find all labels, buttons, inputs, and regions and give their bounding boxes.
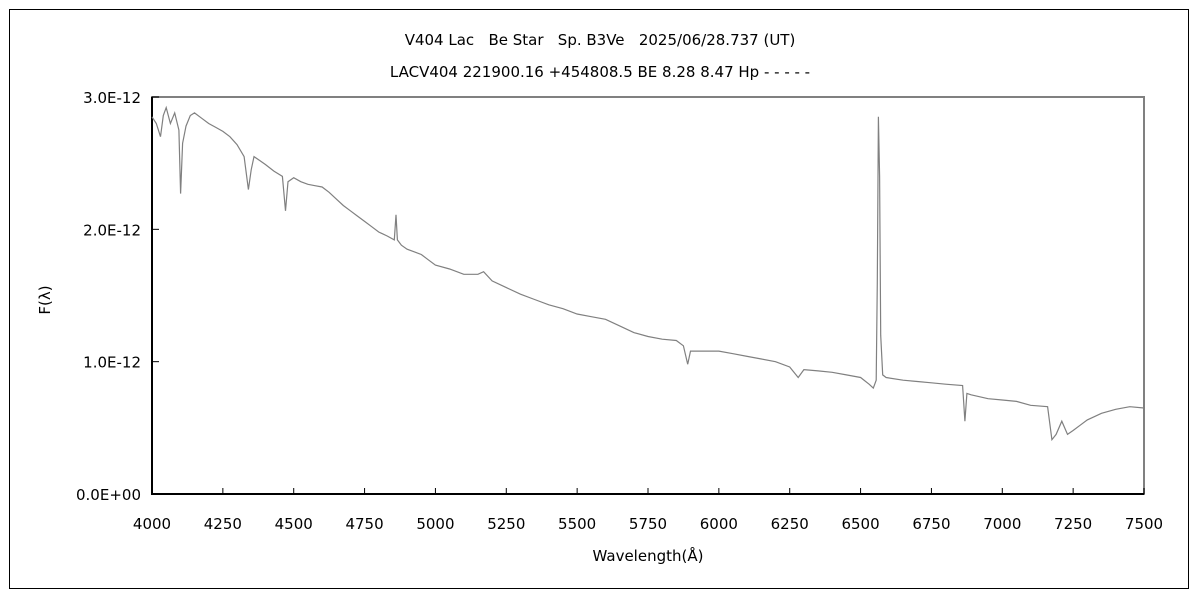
y-axis-label: F(λ) — [36, 285, 54, 314]
x-axis-label: Wavelength(Å) — [593, 546, 704, 565]
x-tick-label: 6750 — [912, 515, 950, 533]
chart-frame — [9, 9, 1189, 589]
spectrum-line — [151, 105, 1145, 442]
y-tick-label: 2.0E-12 — [83, 221, 141, 239]
x-tick-label: 4750 — [345, 515, 383, 533]
chart-title: V404 Lac Be Star Sp. B3Ve 2025/06/28.737… — [404, 31, 796, 49]
y-tick-label: 0.0E+00 — [76, 486, 141, 504]
plot-border — [151, 96, 1145, 495]
x-tick-label: 4000 — [133, 515, 171, 533]
x-tick-label: 4250 — [204, 515, 242, 533]
x-tick-label: 6250 — [771, 515, 809, 533]
chart-subtitle: LACV404 221900.16 +454808.5 BE 8.28 8.47… — [389, 63, 811, 81]
x-tick-label: 6500 — [841, 515, 879, 533]
x-tick-label: 7500 — [1125, 515, 1163, 533]
x-tick-label: 4500 — [275, 515, 313, 533]
x-tick-label: 5000 — [416, 515, 454, 533]
x-tick-label: 5500 — [558, 515, 596, 533]
x-tick-label: 7250 — [1054, 515, 1092, 533]
x-tick-label: 7000 — [983, 515, 1021, 533]
x-tick-label: 6000 — [700, 515, 738, 533]
x-tick-label: 5750 — [629, 515, 667, 533]
y-tick-label: 3.0E-12 — [83, 89, 141, 107]
x-tick-label: 5250 — [487, 515, 525, 533]
y-tick-label: 1.0E-12 — [83, 354, 141, 372]
